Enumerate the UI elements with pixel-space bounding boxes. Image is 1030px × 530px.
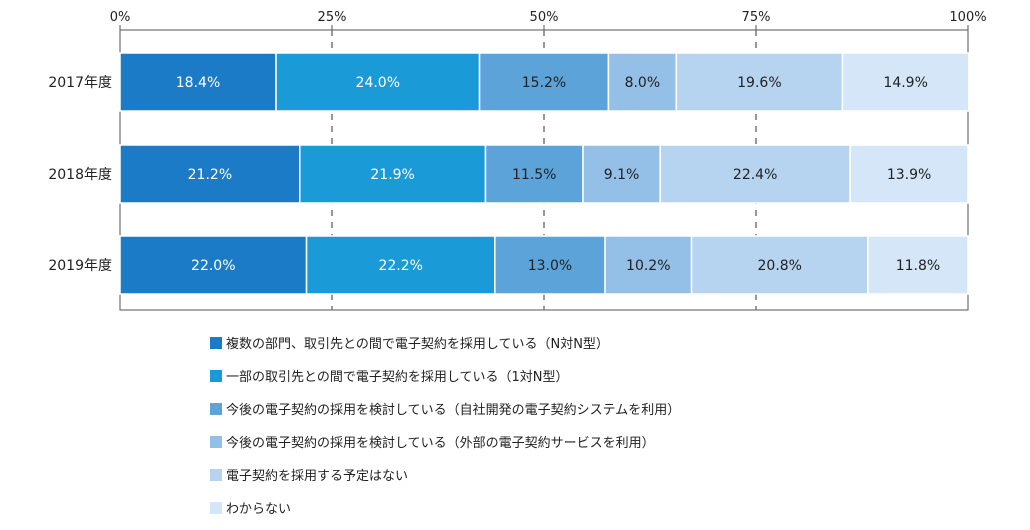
- legend-swatch: [210, 369, 222, 382]
- legend-label: 電子契約を採用する予定はない: [226, 469, 409, 484]
- bar-segment: [607, 52, 678, 112]
- data-label: 22.4%: [733, 167, 777, 183]
- legend-item: 一部の取引先との間で電子契約を採用している（1対N型）: [210, 365, 680, 386]
- data-label: 22.2%: [378, 258, 422, 274]
- bar-segment: [604, 235, 693, 295]
- x-tick-label: 25%: [318, 10, 347, 25]
- bar-segment: [119, 52, 277, 112]
- chart-legend: 複数の部門、取引先との間で電子契約を採用している（N対N型） 一部の取引先との間で…: [210, 332, 680, 530]
- bar-segment: [275, 52, 481, 112]
- legend-item: 複数の部門、取引先との間で電子契約を採用している（N対N型）: [210, 332, 680, 353]
- legend-swatch: [210, 336, 222, 349]
- data-label: 20.8%: [758, 258, 802, 274]
- data-label: 22.0%: [191, 258, 235, 274]
- legend-label: 一部の取引先との間で電子契約を採用している（1対N型）: [226, 370, 569, 385]
- bar-segment: [867, 235, 969, 295]
- bar-segment: [494, 235, 606, 295]
- data-label: 11.8%: [896, 258, 940, 274]
- legend-swatch: [210, 468, 222, 481]
- legend-item: 今後の電子契約の採用を検討している（外部の電子契約サービスを利用）: [210, 431, 680, 452]
- category-label: 2017年度: [48, 75, 112, 91]
- bar-segment: [849, 144, 969, 204]
- legend-swatch: [210, 402, 222, 415]
- stacked-bar-chart: 0% 25% 50% 75% 100% 2017年度 18.4% 24.0% 15.2% 8.0%…: [48, 10, 987, 311]
- data-label: 15.2%: [522, 75, 566, 91]
- x-tick-label: 75%: [742, 10, 771, 25]
- data-label: 13.9%: [887, 167, 931, 183]
- bar-segment: [841, 52, 970, 112]
- legend-label: 複数の部門、取引先との間で電子契約を採用している（N対N型）: [226, 337, 609, 352]
- data-label: 19.6%: [737, 75, 781, 91]
- bar-segment: [582, 144, 661, 204]
- legend-swatch: [210, 501, 222, 514]
- category-label: 2018年度: [48, 167, 112, 183]
- data-label: 18.4%: [176, 75, 220, 91]
- x-tick-label: 0%: [110, 10, 131, 25]
- bar-segment: [305, 235, 496, 295]
- category-label: 2019年度: [48, 258, 112, 274]
- bar-segment: [675, 52, 844, 112]
- data-label: 24.0%: [356, 75, 400, 91]
- bar-segment: [299, 144, 487, 204]
- data-label: 21.2%: [188, 167, 232, 183]
- legend-label: 今後の電子契約の採用を検討している（外部の電子契約サービスを利用）: [226, 436, 655, 451]
- data-label: 14.9%: [883, 75, 927, 91]
- bar-segment: [659, 144, 851, 204]
- legend-label: 今後の電子契約の採用を検討している（自社開発の電子契約システムを利用）: [226, 403, 681, 418]
- data-label: 10.2%: [626, 258, 670, 274]
- legend-swatch: [210, 435, 222, 448]
- legend-item: 今後の電子契約の採用を検討している（自社開発の電子契約システムを利用）: [210, 398, 680, 419]
- bar-segment: [119, 144, 301, 204]
- x-tick-label: 100%: [949, 10, 986, 25]
- bar-segment: [690, 235, 869, 295]
- legend-label: わからない: [226, 502, 292, 517]
- bar-segment: [119, 235, 308, 295]
- data-label: 8.0%: [625, 75, 661, 91]
- data-label: 21.9%: [370, 167, 414, 183]
- bar-segment: [478, 52, 610, 112]
- x-tick-label: 50%: [530, 10, 559, 25]
- data-label: 9.1%: [604, 167, 640, 183]
- data-label: 11.5%: [512, 167, 556, 183]
- legend-item: わからない: [210, 497, 680, 518]
- legend-item: 電子契約を採用する予定はない: [210, 464, 680, 485]
- bar-segment: [484, 144, 584, 204]
- data-label: 13.0%: [528, 258, 572, 274]
